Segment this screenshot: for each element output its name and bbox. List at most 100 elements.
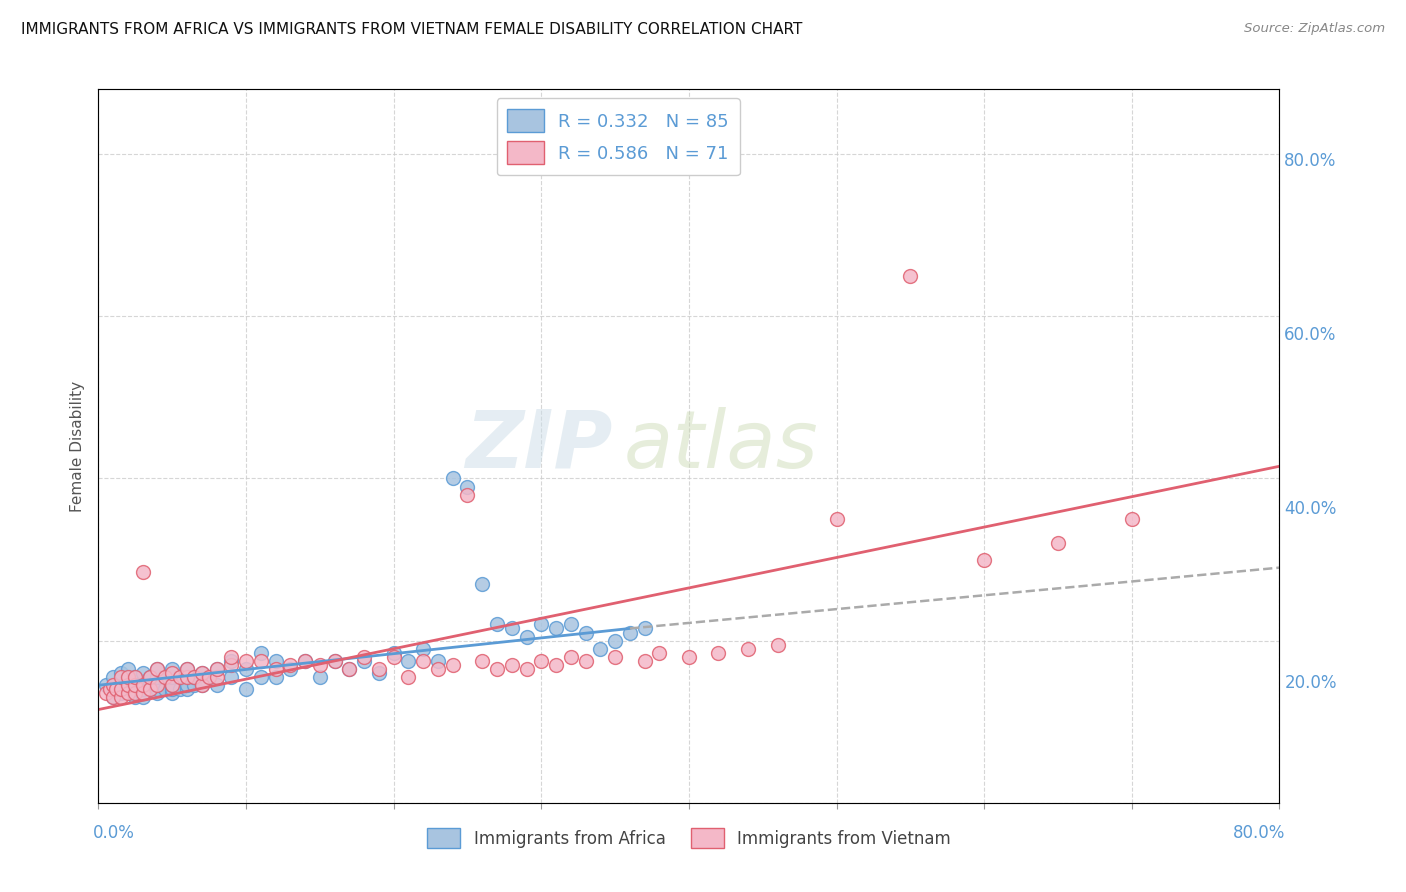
Point	[132, 690, 155, 705]
Point	[124, 678, 146, 692]
Point	[339, 662, 360, 676]
Point	[219, 657, 242, 672]
Point	[278, 662, 302, 676]
Point	[323, 654, 346, 668]
Point	[132, 678, 155, 692]
Point	[132, 682, 155, 697]
Point	[633, 622, 655, 636]
Point	[139, 670, 162, 684]
Point	[412, 654, 434, 668]
Point	[412, 641, 434, 656]
Point	[176, 662, 198, 676]
Point	[191, 666, 214, 681]
Point	[162, 678, 183, 692]
Point	[176, 678, 198, 692]
Point	[124, 686, 146, 700]
Point	[250, 670, 273, 684]
Point	[132, 686, 155, 700]
Point	[382, 649, 405, 664]
Point	[605, 649, 627, 664]
Point	[132, 674, 155, 689]
Point	[339, 662, 360, 676]
Point	[162, 682, 183, 697]
Point	[278, 657, 302, 672]
Text: ZIP: ZIP	[465, 407, 612, 485]
Point	[153, 670, 176, 684]
Point	[486, 662, 509, 676]
Point	[162, 670, 183, 684]
Point	[117, 686, 139, 700]
Point	[176, 682, 198, 697]
Point	[110, 686, 132, 700]
Point	[198, 670, 221, 684]
Point	[1121, 512, 1143, 526]
Point	[105, 682, 128, 697]
Point	[574, 654, 596, 668]
Point	[205, 670, 228, 684]
Point	[176, 670, 198, 684]
Point	[560, 617, 582, 632]
Point	[110, 690, 132, 705]
Point	[124, 678, 146, 692]
Point	[574, 625, 596, 640]
Point	[94, 686, 117, 700]
Point	[124, 670, 146, 684]
Point	[132, 565, 155, 579]
Point	[205, 662, 228, 676]
Point	[294, 654, 316, 668]
Point	[169, 670, 191, 684]
Point	[235, 662, 257, 676]
Point	[264, 654, 287, 668]
Point	[110, 670, 132, 684]
Point	[153, 670, 176, 684]
Point	[139, 674, 162, 689]
Point	[546, 622, 568, 636]
Point	[198, 670, 221, 684]
Point	[191, 666, 214, 681]
Point	[162, 666, 183, 681]
Point	[117, 678, 139, 692]
Point	[219, 654, 242, 668]
Point	[191, 678, 214, 692]
Point	[471, 577, 494, 591]
Point	[139, 678, 162, 692]
Point	[250, 646, 273, 660]
Point	[132, 666, 155, 681]
Point	[825, 512, 848, 526]
Point	[589, 641, 612, 656]
Point	[486, 617, 509, 632]
Point	[146, 662, 169, 676]
Point	[117, 686, 139, 700]
Point	[103, 670, 125, 684]
Point	[219, 670, 242, 684]
Point	[530, 617, 553, 632]
Point	[382, 646, 405, 660]
Point	[678, 649, 700, 664]
Point	[146, 682, 169, 697]
Point	[124, 670, 146, 684]
Point	[205, 678, 228, 692]
Point	[162, 678, 183, 692]
Point	[427, 654, 450, 668]
Point	[973, 552, 995, 566]
Point	[183, 670, 205, 684]
Point	[515, 662, 537, 676]
Point	[250, 654, 273, 668]
Point	[139, 682, 162, 697]
Point	[396, 654, 419, 668]
Point	[309, 657, 332, 672]
Point	[169, 682, 191, 697]
Y-axis label: Female Disability: Female Disability	[70, 380, 86, 512]
Point	[124, 682, 146, 697]
Point	[353, 654, 375, 668]
Point	[309, 670, 332, 684]
Point	[900, 268, 922, 283]
Point	[110, 666, 132, 681]
Point	[124, 690, 146, 705]
Point	[183, 670, 205, 684]
Point	[235, 654, 257, 668]
Point	[368, 662, 391, 676]
Point	[605, 633, 627, 648]
Point	[264, 662, 287, 676]
Point	[471, 654, 494, 668]
